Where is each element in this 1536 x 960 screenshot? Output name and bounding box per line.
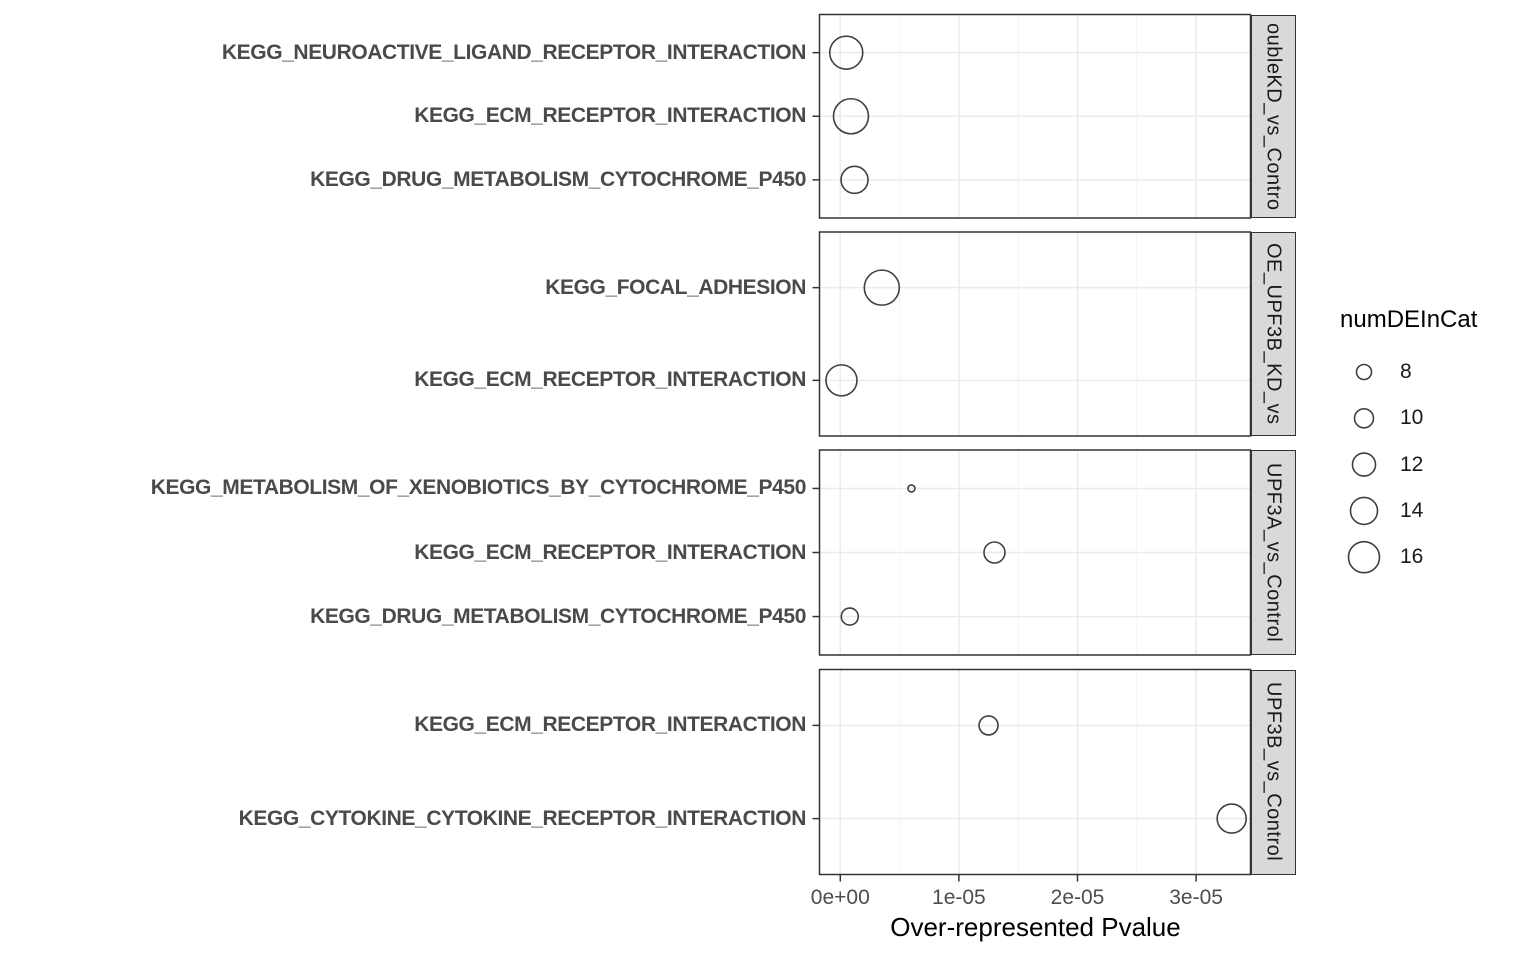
data-point-bubble bbox=[1216, 803, 1247, 834]
y-axis-label: KEGG_METABOLISM_OF_XENOBIOTICS_BY_CYTOCH… bbox=[150, 476, 807, 500]
legend-size-label: 16 bbox=[1400, 545, 1424, 569]
y-axis-label: KEGG_ECM_RECEPTOR_INTERACTION bbox=[414, 540, 806, 564]
y-axis-label: KEGG_DRUG_METABOLISM_CYTOCHROME_P450 bbox=[310, 604, 806, 628]
legend-size-label: 12 bbox=[1400, 452, 1424, 476]
facet-strip: UPF3A_vs_Control bbox=[1250, 450, 1296, 655]
y-axis-label: KEGG_ECM_RECEPTOR_INTERACTION bbox=[414, 368, 806, 392]
facet-panel bbox=[812, 231, 1252, 437]
legend-size-label: 14 bbox=[1400, 498, 1424, 522]
data-point-bubble bbox=[978, 715, 999, 736]
y-axis-label: KEGG_DRUG_METABOLISM_CYTOCHROME_P450 bbox=[310, 167, 806, 191]
data-point-bubble bbox=[863, 269, 901, 306]
data-point-bubble bbox=[832, 97, 870, 135]
legend-size-circle bbox=[1349, 496, 1379, 526]
y-axis-label: KEGG_FOCAL_ADHESION bbox=[545, 275, 806, 299]
x-tick-label: 1e-05 bbox=[932, 885, 986, 909]
data-point-bubble bbox=[828, 35, 864, 70]
data-point-bubble bbox=[840, 165, 869, 195]
legend-title: numDEInCat bbox=[1340, 306, 1478, 333]
data-point-bubble bbox=[825, 364, 858, 397]
facet-strip-label: UPF3B_vs_Control bbox=[1262, 682, 1285, 862]
facet-strip: OE_UPF3B_KD_vs bbox=[1250, 232, 1296, 436]
facet-strip-label: oubleKD_vs_Contro bbox=[1262, 22, 1285, 211]
y-axis-label: KEGG_NEUROACTIVE_LIGAND_RECEPTOR_INTERAC… bbox=[221, 40, 806, 64]
x-tick-label: 3e-05 bbox=[1169, 885, 1223, 909]
legend-size-circle bbox=[1351, 452, 1377, 477]
legend-size-label: 10 bbox=[1400, 406, 1424, 430]
x-tick-label: 2e-05 bbox=[1050, 885, 1105, 909]
x-tick-label: 0e+00 bbox=[810, 885, 870, 909]
legend-size-circle bbox=[1353, 407, 1375, 429]
y-axis-label: KEGG_CYTOKINE_CYTOKINE_RECEPTOR_INTERACT… bbox=[238, 806, 807, 830]
facet-panel bbox=[812, 668, 1252, 876]
facet-strip-label: UPF3A_vs_Control bbox=[1262, 462, 1285, 643]
legend-size-circle bbox=[1347, 540, 1381, 574]
facet-strip: UPF3B_vs_Control bbox=[1250, 669, 1296, 875]
y-axis-label: KEGG_ECM_RECEPTOR_INTERACTION bbox=[414, 104, 806, 128]
x-axis-title: Over-represented Pvalue bbox=[890, 912, 1181, 942]
facet-strip: oubleKD_vs_Contro bbox=[1250, 14, 1296, 218]
facet-panel bbox=[812, 449, 1252, 656]
data-point-bubble bbox=[983, 541, 1006, 564]
facet-panel bbox=[812, 13, 1252, 219]
data-point-bubble bbox=[907, 484, 916, 493]
y-axis-label: KEGG_ECM_RECEPTOR_INTERACTION bbox=[414, 713, 806, 737]
data-point-bubble bbox=[840, 607, 860, 626]
legend-size-circle bbox=[1355, 363, 1373, 381]
legend-size-label: 8 bbox=[1400, 360, 1412, 383]
facet-strip-label: OE_UPF3B_KD_vs bbox=[1262, 243, 1285, 425]
